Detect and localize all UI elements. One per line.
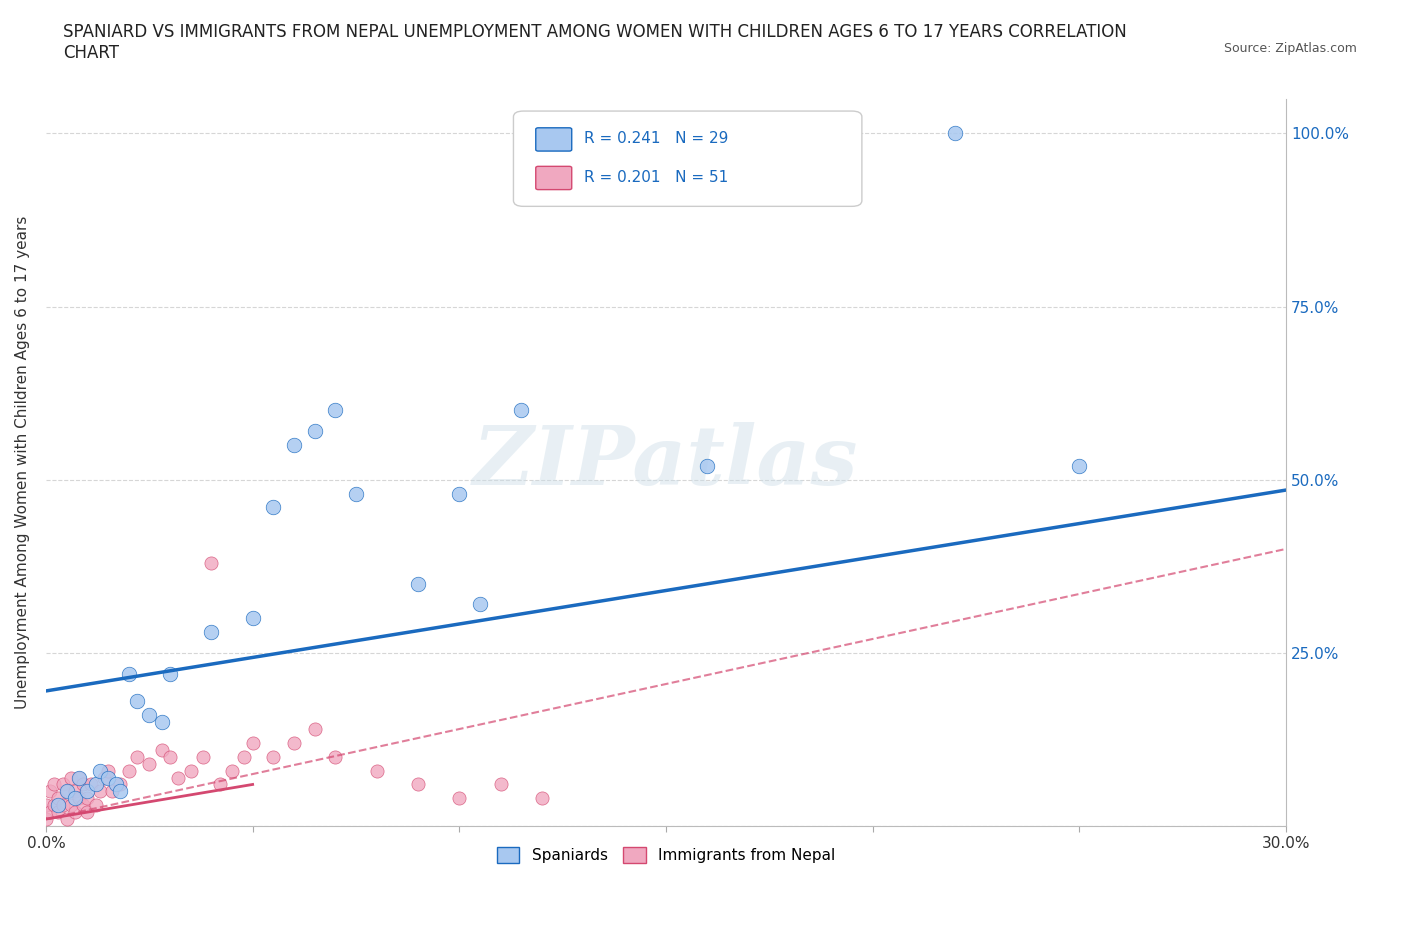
Point (55, 812, 77, 827)
Point (1069, 458, 1091, 473)
Point (51, 798, 73, 813)
Text: ZIPatlas: ZIPatlas (474, 422, 859, 502)
Point (76, 790, 98, 805)
Point (63, 804, 86, 819)
Point (35, 812, 58, 827)
Point (233, 750, 256, 764)
Point (93, 770, 115, 785)
Point (150, 742, 173, 757)
Point (449, 486, 471, 501)
Point (208, 777, 231, 791)
Point (84, 777, 107, 791)
Point (55, 784, 77, 799)
Point (67, 770, 90, 785)
Point (72, 777, 94, 791)
Point (262, 500, 284, 515)
FancyBboxPatch shape (513, 111, 862, 206)
Point (110, 784, 132, 799)
Point (117, 666, 139, 681)
Point (89, 764, 111, 778)
Point (59, 798, 82, 813)
Point (406, 576, 429, 591)
Point (283, 438, 305, 453)
Point (200, 555, 222, 570)
Point (44, 798, 66, 813)
Point (55, 784, 77, 799)
Point (323, 750, 346, 764)
Point (150, 714, 173, 729)
Point (63, 790, 86, 805)
Text: SPANIARD VS IMMIGRANTS FROM NEPAL UNEMPLOYMENT AMONG WOMEN WITH CHILDREN AGES 6 : SPANIARD VS IMMIGRANTS FROM NEPAL UNEMPL… (63, 23, 1128, 62)
Point (283, 736, 305, 751)
Point (366, 764, 388, 778)
Y-axis label: Unemployment Among Women with Children Ages 6 to 17 years: Unemployment Among Women with Children A… (15, 216, 30, 709)
Point (89, 784, 111, 799)
Point (180, 764, 202, 778)
Point (101, 784, 124, 799)
Point (35, 798, 58, 813)
Point (84, 798, 107, 813)
Point (304, 722, 326, 737)
Point (242, 611, 264, 626)
Point (59, 770, 82, 785)
Point (63, 784, 86, 799)
Point (39, 804, 62, 819)
Point (48, 798, 70, 813)
Point (530, 790, 553, 805)
Point (44, 777, 66, 791)
Point (105, 777, 128, 791)
Point (39, 784, 62, 799)
Point (262, 750, 284, 764)
Point (110, 777, 132, 791)
Point (696, 458, 718, 473)
Point (200, 625, 222, 640)
Point (406, 777, 429, 791)
Point (159, 666, 181, 681)
Legend: Spaniards, Immigrants from Nepal: Spaniards, Immigrants from Nepal (491, 841, 841, 870)
FancyBboxPatch shape (536, 166, 572, 190)
Point (489, 777, 512, 791)
Point (159, 750, 181, 764)
Point (80, 777, 103, 791)
Point (125, 694, 148, 709)
Point (943, 126, 966, 140)
Point (97, 764, 120, 778)
Text: R = 0.241   N = 29: R = 0.241 N = 29 (583, 131, 728, 146)
Point (323, 403, 346, 418)
Point (167, 770, 190, 785)
Point (117, 764, 139, 778)
Text: R = 0.201   N = 51: R = 0.201 N = 51 (583, 170, 728, 185)
FancyBboxPatch shape (536, 127, 572, 151)
Point (468, 597, 491, 612)
Point (242, 736, 264, 751)
Point (449, 790, 471, 805)
Point (48, 790, 70, 805)
Point (76, 804, 98, 819)
Point (138, 708, 160, 723)
Point (67, 790, 90, 805)
Point (510, 403, 533, 418)
Point (51, 777, 73, 791)
Point (48, 804, 70, 819)
Point (344, 486, 367, 501)
Point (67, 770, 90, 785)
Point (304, 424, 326, 439)
Point (72, 798, 94, 813)
Point (221, 764, 243, 778)
Point (191, 750, 214, 764)
Point (138, 756, 160, 771)
Point (125, 750, 148, 764)
Text: Source: ZipAtlas.com: Source: ZipAtlas.com (1223, 42, 1357, 55)
Point (97, 770, 120, 785)
Point (76, 784, 98, 799)
